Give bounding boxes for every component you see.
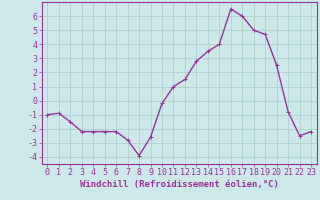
X-axis label: Windchill (Refroidissement éolien,°C): Windchill (Refroidissement éolien,°C)	[80, 180, 279, 189]
